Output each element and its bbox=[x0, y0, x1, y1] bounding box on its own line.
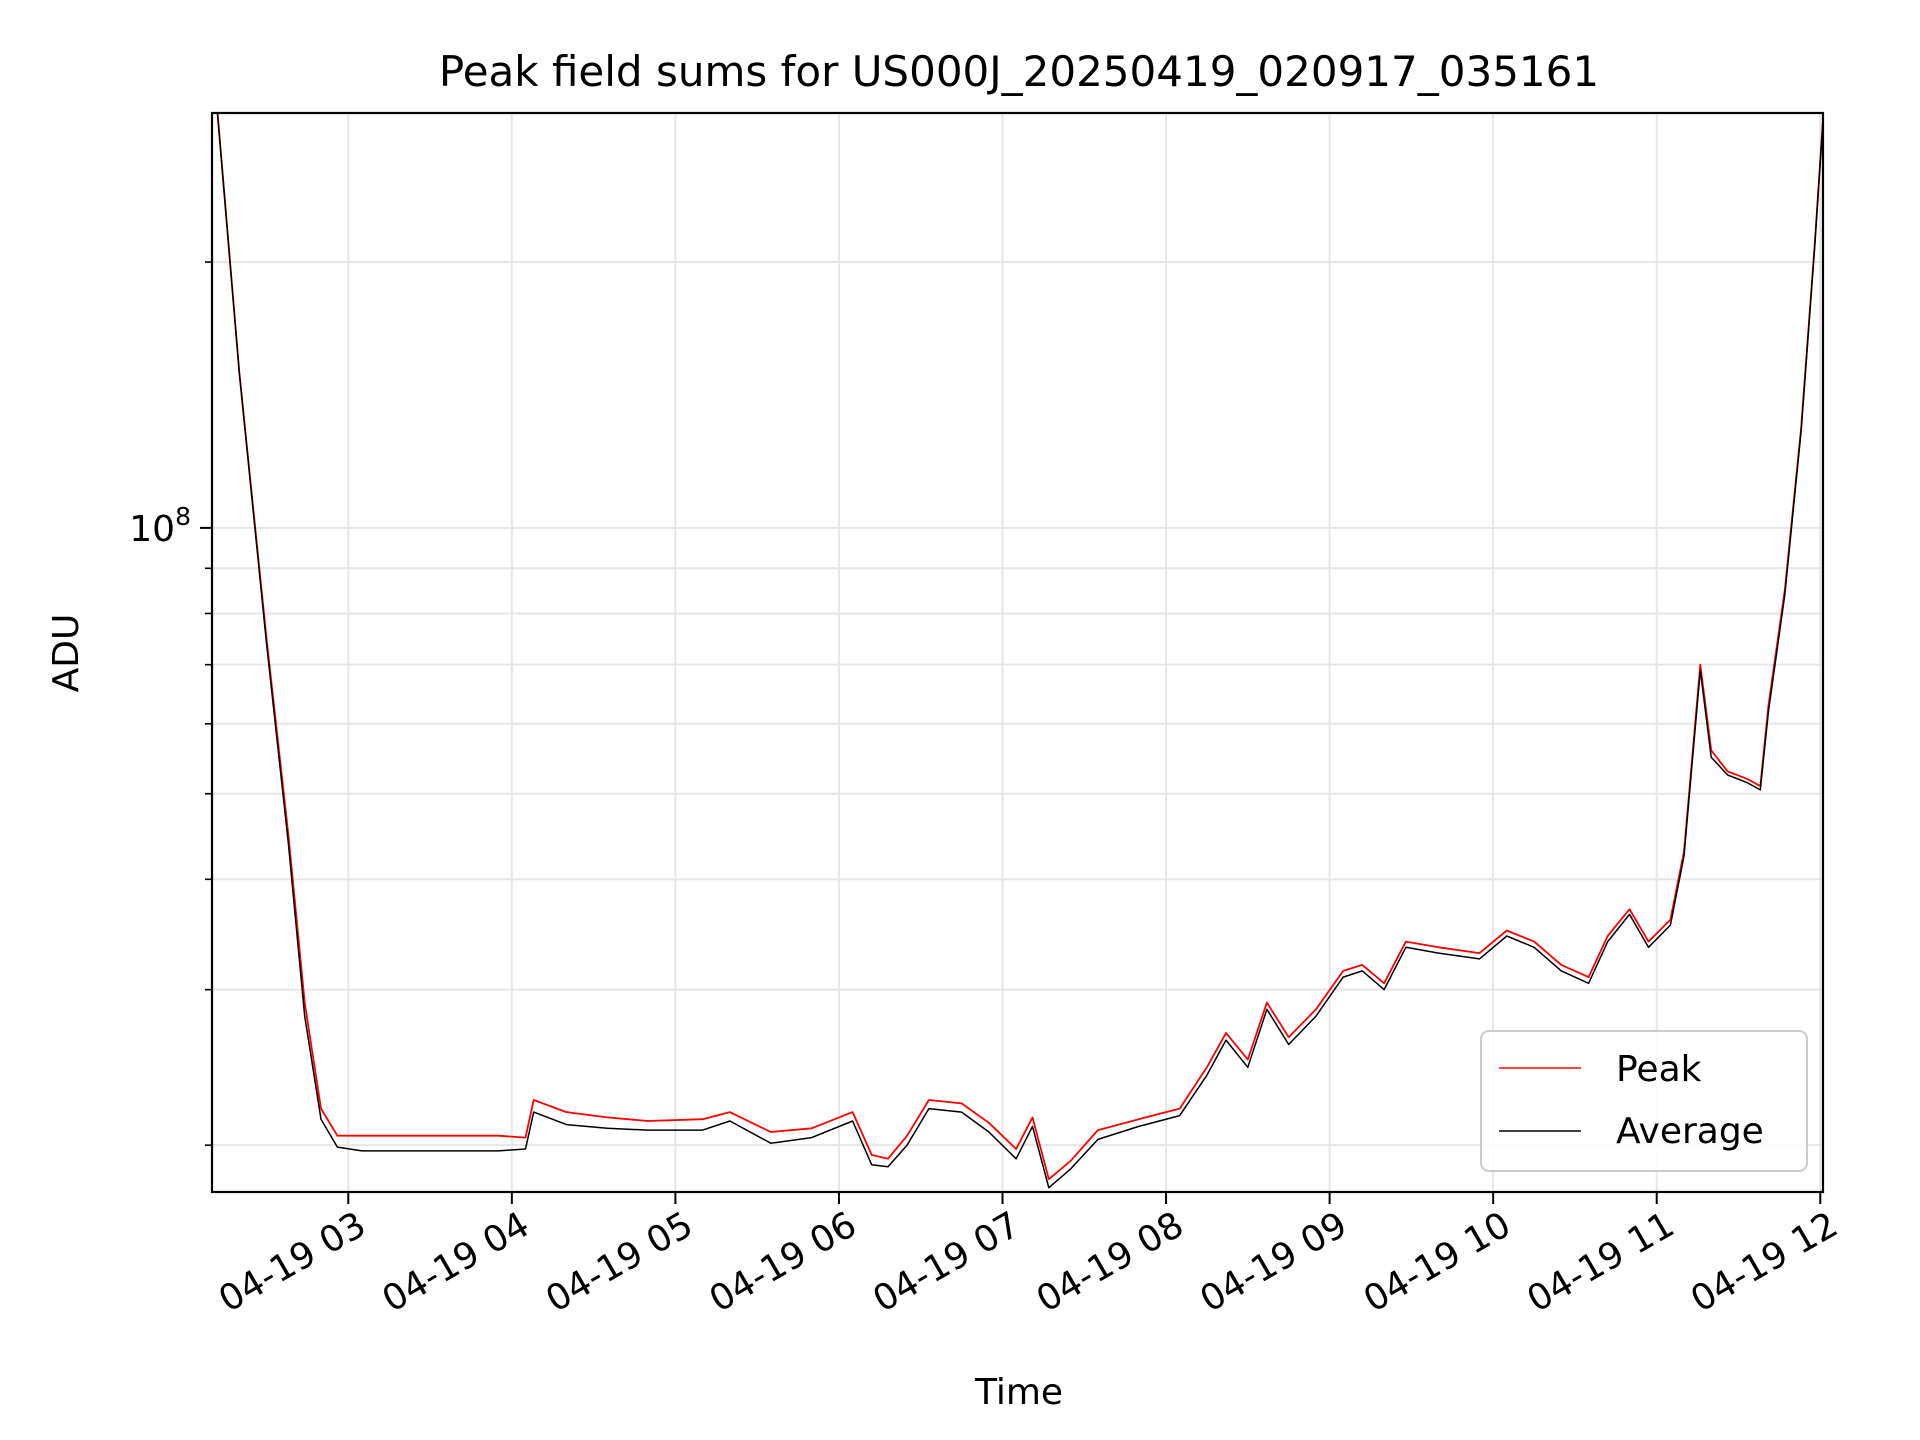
x-axis-label: Time bbox=[974, 1372, 1063, 1413]
y-tick-label: 108 bbox=[129, 502, 191, 550]
series-line-peak bbox=[216, 113, 1823, 1181]
legend-box bbox=[1480, 1030, 1808, 1172]
series-lines bbox=[216, 113, 1823, 1189]
grid-lines bbox=[212, 113, 1823, 1192]
legend-label-peak: Peak bbox=[1616, 1049, 1702, 1090]
series-line-average bbox=[216, 113, 1823, 1189]
y-axis-ticks: 108 bbox=[129, 261, 212, 1146]
legend-label-average: Average bbox=[1616, 1111, 1764, 1152]
plot-frame bbox=[210, 111, 1825, 1194]
chart-title: Peak field sums for US000J_20250419_0209… bbox=[439, 47, 1599, 96]
legend: Peak Average bbox=[1480, 1030, 1808, 1172]
y-axis-label: ADU bbox=[46, 614, 87, 693]
